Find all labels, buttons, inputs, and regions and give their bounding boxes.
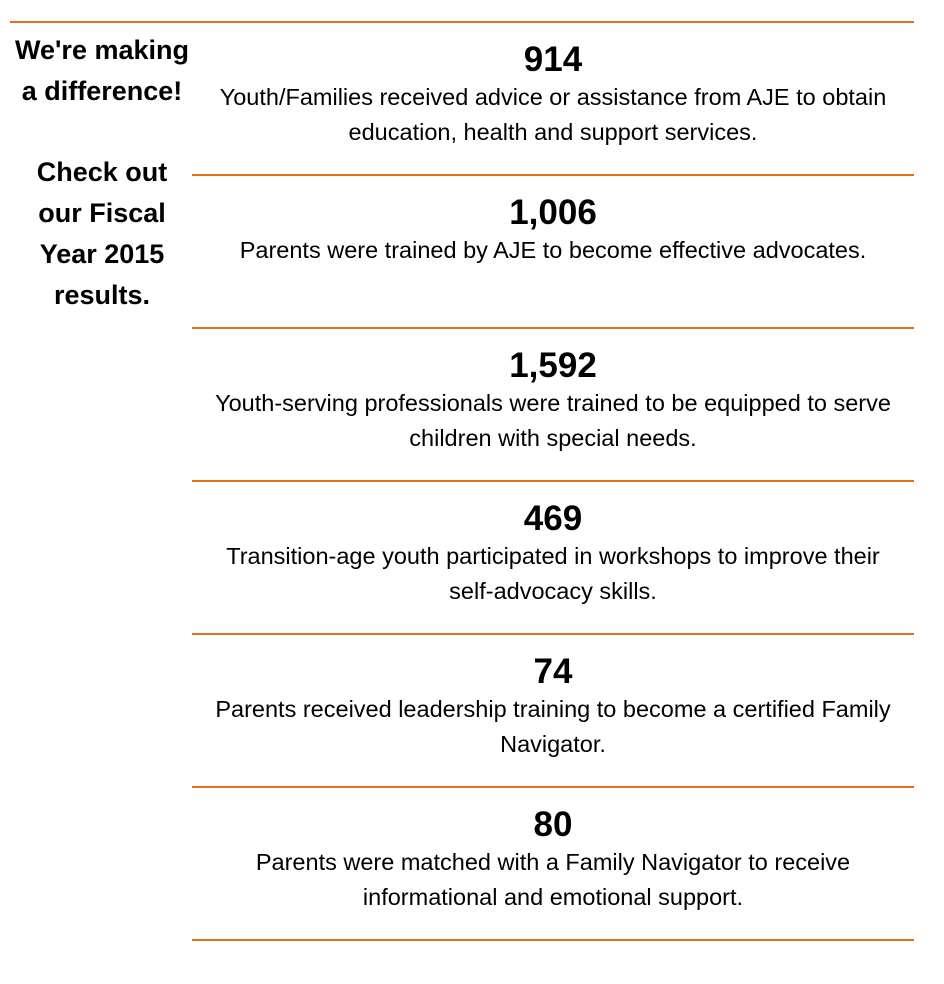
sidebar-call-to-action: Check out our Fiscal Year 2015 results. bbox=[36, 157, 168, 310]
stat-item: 1,592 Youth-serving professionals were t… bbox=[192, 329, 914, 482]
stat-item: 1,006 Parents were trained by AJE to bec… bbox=[192, 176, 914, 329]
stat-item: 469 Transition-age youth participated in… bbox=[192, 482, 914, 635]
stat-value: 80 bbox=[533, 805, 573, 844]
stat-value: 1,592 bbox=[509, 346, 597, 385]
stat-value: 74 bbox=[533, 652, 573, 691]
stat-description: Youth/Families received advice or assist… bbox=[219, 84, 887, 145]
stat-description: Transition-age youth participated in wor… bbox=[226, 543, 880, 604]
stat-item: 80 Parents were matched with a Family Na… bbox=[192, 788, 914, 941]
top-divider bbox=[10, 21, 914, 23]
sidebar: We're making a difference! Check out our… bbox=[14, 30, 190, 316]
stat-item: 914 Youth/Families received advice or as… bbox=[192, 23, 914, 176]
stat-description: Youth-serving professionals were trained… bbox=[215, 390, 891, 451]
stat-value: 469 bbox=[523, 499, 583, 538]
stat-value: 1,006 bbox=[509, 193, 597, 232]
stat-item: 74 Parents received leadership training … bbox=[192, 635, 914, 788]
stat-description: Parents were trained by AJE to become ef… bbox=[239, 237, 867, 263]
sidebar-headline: We're making a difference! bbox=[15, 35, 189, 106]
stat-description: Parents received leadership training to … bbox=[215, 696, 891, 757]
stats-list: 914 Youth/Families received advice or as… bbox=[192, 23, 914, 941]
stat-description: Parents were matched with a Family Navig… bbox=[255, 849, 851, 910]
stat-value: 914 bbox=[523, 40, 583, 79]
